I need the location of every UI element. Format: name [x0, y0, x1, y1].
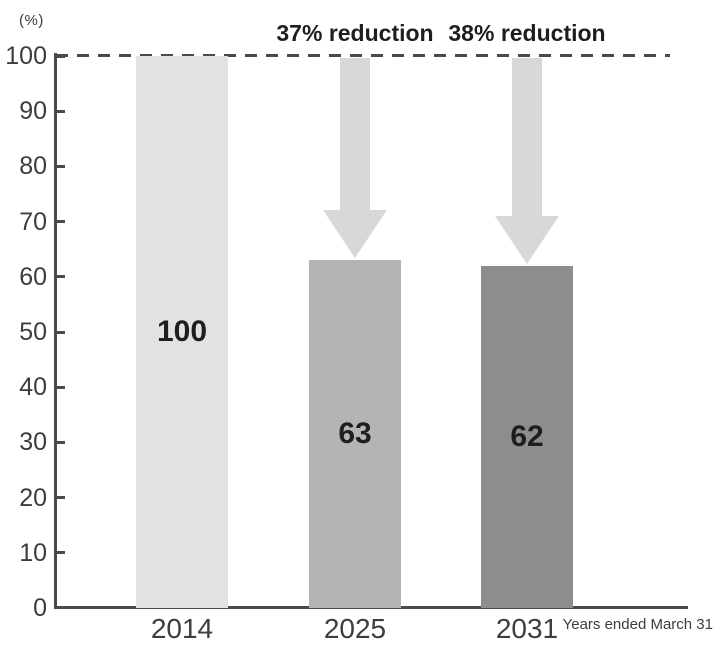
y-tick-label-60: 60: [19, 262, 47, 291]
x-tick-label-2025: 2025: [323, 613, 387, 644]
x-axis-note: Years ended March 31: [562, 616, 713, 633]
bar-2014: 100: [136, 56, 228, 608]
y-tick-80: [56, 164, 65, 168]
y-tick-90: [56, 109, 65, 113]
y-tick-70: [56, 220, 65, 224]
bar-value-label-2031: 62: [510, 419, 544, 453]
x-tick-label-2031: 2031: [495, 613, 559, 644]
y-tick-label-50: 50: [19, 318, 47, 346]
reduction-arrow-head-2025: [323, 210, 387, 259]
bar-2031: 62: [481, 265, 573, 608]
x-tick-label-2014: 2014: [150, 613, 214, 644]
reduction-arrow-shaft-2031: [512, 58, 542, 218]
y-axis-unit-label: (%): [19, 12, 44, 29]
y-tick-100: [56, 54, 65, 58]
reduction-arrow-head-2031: [495, 215, 559, 264]
y-tick-label-100: 100: [5, 42, 47, 70]
annotation-label-2025: 37% reduction: [276, 20, 434, 46]
y-axis-line: [54, 53, 57, 608]
y-tick-30: [56, 440, 65, 444]
y-tick-label-10: 10: [19, 538, 47, 567]
bar-value-label-2025: 63: [338, 417, 372, 451]
annotation-label-2031: 38% reduction: [448, 20, 606, 46]
y-tick-label-40: 40: [19, 373, 47, 402]
bar-2025: 63: [309, 260, 401, 608]
reference-dashed-line-100: [56, 54, 670, 57]
y-tick-60: [56, 275, 65, 279]
y-tick-10: [56, 551, 65, 555]
reduction-arrow-shaft-2025: [340, 58, 370, 213]
y-tick-label-90: 90: [19, 97, 47, 126]
y-tick-label-30: 30: [19, 428, 47, 457]
y-tick-label-70: 70: [19, 207, 47, 236]
bar-value-label-2014: 100: [156, 315, 208, 348]
y-tick-20: [56, 496, 65, 500]
y-tick-label-80: 80: [19, 152, 47, 181]
y-tick-50: [56, 330, 65, 334]
y-tick-label-20: 20: [19, 483, 47, 512]
y-tick-40: [56, 385, 65, 389]
y-tick-label-0: 0: [33, 594, 47, 622]
